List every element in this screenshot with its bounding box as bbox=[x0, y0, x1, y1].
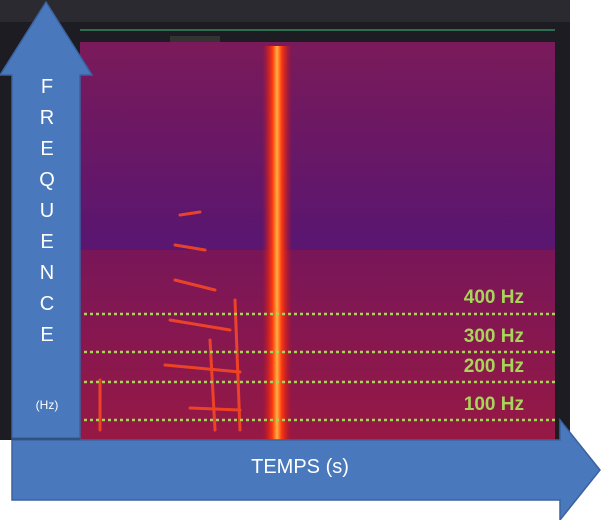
frequency-unit: (Hz) bbox=[35, 398, 59, 412]
low-band bbox=[80, 250, 555, 440]
frequency-scale bbox=[555, 42, 570, 440]
harmonics bbox=[98, 210, 242, 432]
frequency-mark-label: 300 Hz bbox=[463, 326, 524, 347]
zoom-control[interactable] bbox=[170, 36, 220, 46]
spectrogram bbox=[80, 42, 555, 440]
timeline-ruler bbox=[0, 0, 570, 22]
frequency-mark-label: 200 Hz bbox=[463, 356, 524, 377]
frequency-lines bbox=[84, 312, 556, 422]
time-axis-label: TEMPS (s) bbox=[251, 456, 349, 478]
frequency-arrow bbox=[0, 0, 94, 439]
frequency-mark-label: 400 Hz bbox=[463, 287, 524, 308]
frequency-mark-label: 100 Hz bbox=[463, 394, 524, 415]
signal-stripe bbox=[262, 46, 292, 440]
frequency-axis-label: FREQUENCE bbox=[39, 76, 55, 346]
time-arrow bbox=[11, 417, 601, 520]
